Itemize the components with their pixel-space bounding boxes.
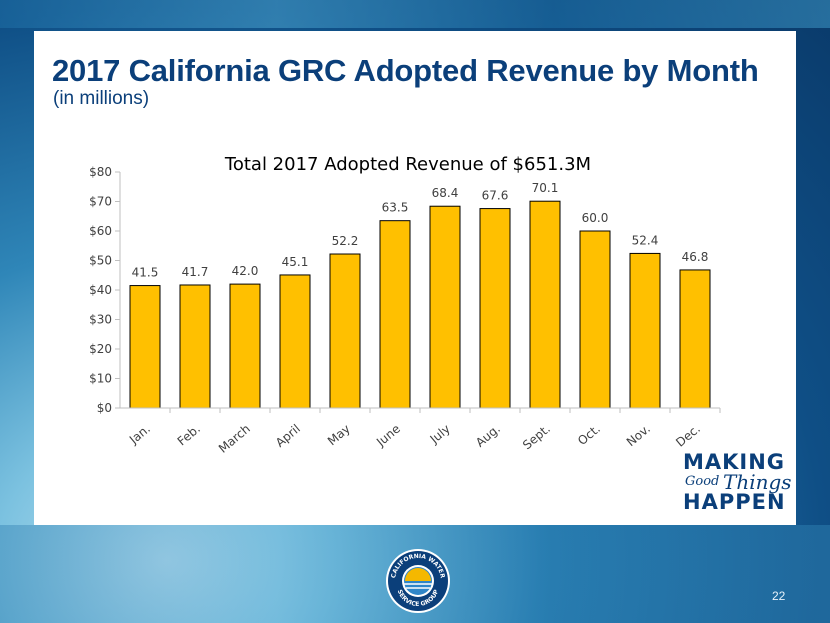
bar — [629, 252, 661, 409]
y-tick-label: $50 — [89, 254, 112, 268]
bar-value-label: 52.4 — [632, 233, 659, 247]
bars — [129, 200, 711, 409]
y-tick-label: $30 — [89, 313, 112, 327]
x-category-label: July — [427, 422, 453, 447]
x-category-label: Feb. — [175, 422, 203, 449]
x-category-label: Dec. — [673, 422, 703, 450]
bar — [479, 208, 511, 409]
bar-value-label: 67.6 — [482, 189, 509, 203]
bar — [279, 274, 311, 409]
x-category-label: Oct. — [575, 422, 603, 449]
x-category-label: June — [373, 422, 403, 450]
bar — [329, 253, 361, 409]
bar-value-label: 60.0 — [582, 211, 609, 225]
value-labels: 41.5 41.7 42.0 45.1 52.2 63.5 68.4 67.6 70.1 60.0… — [132, 181, 709, 279]
bar — [429, 205, 461, 409]
bar — [129, 285, 161, 409]
bar — [379, 220, 411, 409]
x-category-label: Nov. — [624, 422, 653, 450]
y-tick-label: $40 — [89, 283, 112, 297]
slide-subtitle: (in millions) — [53, 88, 150, 109]
bar-value-label: 45.1 — [282, 255, 309, 269]
bar-value-label: 52.2 — [332, 234, 359, 248]
company-seal-logo: CALIFORNIA WATER SERVICE GROUP — [386, 549, 450, 613]
bar — [179, 284, 211, 409]
content-panel — [34, 31, 796, 525]
bar — [679, 269, 711, 409]
bar — [229, 283, 261, 409]
bar-value-label: 41.7 — [182, 265, 209, 279]
chart-title: Total 2017 Adopted Revenue of $651.3M — [224, 154, 591, 175]
bar — [529, 200, 561, 409]
x-category-label: April — [273, 422, 303, 450]
bar-value-label: 42.0 — [232, 264, 259, 278]
bar-value-label: 41.5 — [132, 266, 159, 280]
bar-value-label: 63.5 — [382, 201, 409, 215]
brand-line-things: Things — [723, 470, 792, 494]
y-tick-label: $80 — [89, 165, 112, 179]
x-category-label: Jan. — [126, 422, 153, 448]
y-tick-label: $0 — [97, 401, 112, 415]
brand-line-making: MAKING — [683, 450, 786, 474]
bar — [579, 230, 611, 409]
y-axis: $0 $10 $20 $30 $40 $50 $60 $70 $80 — [89, 165, 121, 415]
brand-line-good: Good — [685, 474, 720, 489]
brand-line-happen: HAPPEN — [683, 490, 786, 514]
bar-value-label: 68.4 — [432, 186, 459, 200]
x-category-label: Aug. — [473, 422, 503, 450]
page-number: 22 — [772, 589, 786, 603]
bar-value-label: 46.8 — [682, 250, 709, 264]
x-axis: Jan. Feb. March April May June July Aug. Sept. Oc… — [120, 407, 721, 456]
y-tick-label: $20 — [89, 342, 112, 356]
y-tick-label: $10 — [89, 372, 112, 386]
bar-value-label: 70.1 — [532, 181, 559, 195]
making-good-things-happen-logo: MAKING Good Things HAPPEN — [683, 450, 792, 514]
y-tick-label: $70 — [89, 195, 112, 209]
y-tick-label: $60 — [89, 224, 112, 238]
x-category-label: May — [325, 422, 353, 449]
x-category-label: Sept. — [520, 422, 553, 453]
x-category-label: March — [216, 422, 253, 456]
slide-title: 2017 California GRC Adopted Revenue by M… — [52, 53, 759, 88]
water-background — [0, 0, 830, 28]
